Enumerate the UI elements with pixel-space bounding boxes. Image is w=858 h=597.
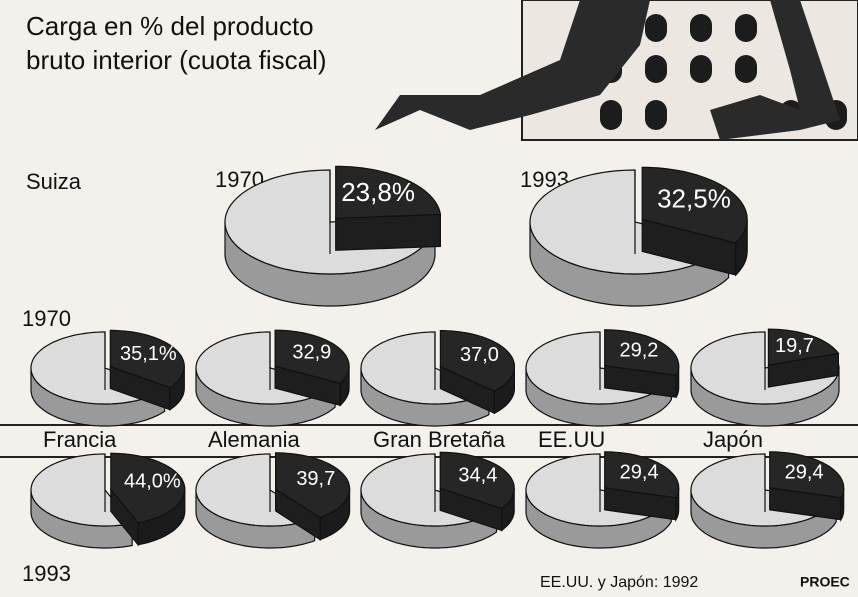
value-label: 19,7 [775, 335, 814, 357]
chart: Carga en % del producto bruto interior (… [0, 0, 858, 597]
value-label: 35,1% [120, 343, 177, 365]
value-label: 32,9 [292, 342, 331, 364]
value-label: 44,0% [124, 471, 181, 493]
category-label: Gran Bretaña [373, 427, 506, 452]
highlight-label: Suiza [26, 169, 82, 194]
row-label: 1970 [22, 306, 71, 331]
category-label: EE.UU [538, 427, 605, 452]
category-label: Francia [43, 427, 117, 452]
value-label: 34,4 [458, 465, 497, 487]
row-label: 1993 [22, 561, 71, 586]
source: PROEC [800, 574, 850, 590]
category-label: Japón [703, 427, 763, 452]
value-label: 32,5% [657, 183, 731, 213]
value-label: 39,7 [296, 468, 335, 490]
chart-title: bruto interior (cuota fiscal) [26, 45, 327, 75]
category-label: Alemania [208, 427, 300, 452]
note: EE.UU. y Japón: 1992 [540, 574, 698, 591]
chart-title: Carga en % del producto [26, 11, 314, 41]
value-label: 23,8% [341, 177, 415, 207]
value-label: 37,0 [460, 344, 499, 366]
value-label: 29,4 [785, 462, 824, 484]
value-label: 29,4 [620, 462, 659, 484]
value-label: 29,2 [619, 340, 658, 362]
pie-cut [336, 214, 441, 250]
